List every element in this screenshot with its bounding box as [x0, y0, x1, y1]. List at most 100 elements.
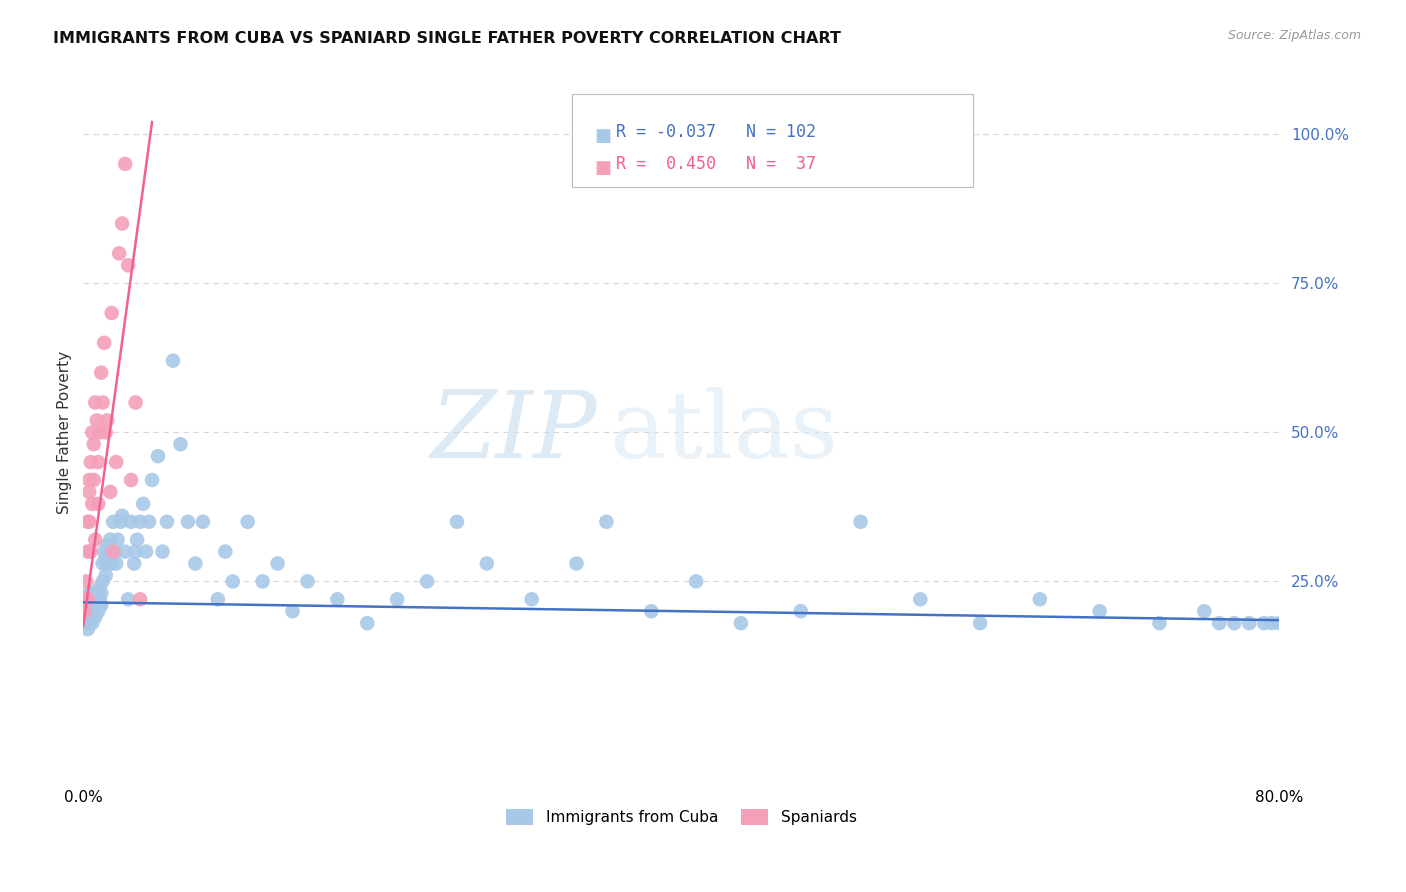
Point [87, 497, 110, 511]
Point [97, 544, 120, 558]
Point [84, 610, 107, 624]
Point [80, 599, 103, 613]
Text: ZIP: ZIP [430, 387, 598, 477]
Point [107, 533, 129, 547]
Point [236, 515, 259, 529]
Point [124, 544, 146, 558]
Point [138, 515, 160, 529]
Point [82, 616, 104, 631]
Point [730, 616, 752, 631]
Point [849, 515, 872, 529]
Point [84, 592, 107, 607]
Point [73, 604, 96, 618]
Point [685, 574, 707, 589]
Point [132, 497, 155, 511]
Point [100, 557, 122, 571]
Point [80, 604, 103, 618]
Point [96, 413, 118, 427]
Point [152, 544, 174, 558]
Point [120, 515, 142, 529]
Point [83, 437, 105, 451]
Point [1253, 616, 1275, 631]
Point [77, 473, 100, 487]
Point [222, 574, 245, 589]
Point [84, 599, 107, 613]
Point [94, 425, 117, 440]
Point [75, 592, 97, 607]
Text: R = -0.037   N = 102: R = -0.037 N = 102 [616, 123, 815, 141]
Point [91, 574, 114, 589]
Point [475, 557, 498, 571]
Point [146, 449, 169, 463]
Point [98, 533, 121, 547]
Point [76, 622, 98, 636]
Point [114, 544, 136, 558]
Point [87, 599, 110, 613]
Point [114, 157, 136, 171]
Point [1237, 616, 1260, 631]
Point [1208, 616, 1230, 631]
Point [89, 592, 111, 607]
Point [110, 515, 132, 529]
Point [1149, 616, 1171, 631]
Point [93, 335, 115, 350]
Point [77, 616, 100, 631]
Point [169, 437, 191, 451]
Y-axis label: Single Father Poverty: Single Father Poverty [58, 351, 72, 514]
Point [135, 544, 157, 558]
Point [103, 515, 125, 529]
Point [82, 610, 104, 624]
Point [77, 484, 100, 499]
Point [111, 217, 134, 231]
Point [77, 586, 100, 600]
Point [385, 592, 408, 607]
Point [595, 515, 617, 529]
Point [94, 568, 117, 582]
Point [1088, 604, 1111, 618]
Point [177, 515, 200, 529]
Point [86, 586, 108, 600]
Point [105, 557, 128, 571]
Point [83, 586, 105, 600]
Point [117, 592, 139, 607]
Point [1223, 616, 1246, 631]
Point [184, 557, 207, 571]
Point [124, 395, 146, 409]
Point [111, 508, 134, 523]
Point [191, 515, 214, 529]
Point [96, 539, 118, 553]
Point [100, 306, 122, 320]
Point [83, 599, 105, 613]
Point [98, 484, 121, 499]
Point [141, 473, 163, 487]
Point [122, 557, 145, 571]
Point [76, 515, 98, 529]
Point [297, 574, 319, 589]
Point [80, 455, 103, 469]
Point [446, 515, 468, 529]
Point [104, 544, 127, 558]
Point [77, 599, 100, 613]
Point [89, 580, 111, 594]
Point [80, 586, 103, 600]
Point [76, 544, 98, 558]
Point [96, 557, 118, 571]
Point [1260, 616, 1282, 631]
Point [87, 455, 110, 469]
Text: ■: ■ [595, 127, 612, 145]
Point [252, 574, 274, 589]
Point [84, 604, 107, 618]
Point [910, 592, 932, 607]
Point [73, 604, 96, 618]
Point [75, 616, 97, 631]
Text: IMMIGRANTS FROM CUBA VS SPANIARD SINGLE FATHER POVERTY CORRELATION CHART: IMMIGRANTS FROM CUBA VS SPANIARD SINGLE … [53, 31, 841, 46]
Point [520, 592, 543, 607]
Text: Source: ZipAtlas.com: Source: ZipAtlas.com [1227, 29, 1361, 42]
Point [214, 544, 236, 558]
Point [75, 592, 97, 607]
Point [87, 592, 110, 607]
Point [207, 592, 229, 607]
Point [89, 425, 111, 440]
Point [76, 604, 98, 618]
Point [266, 557, 288, 571]
